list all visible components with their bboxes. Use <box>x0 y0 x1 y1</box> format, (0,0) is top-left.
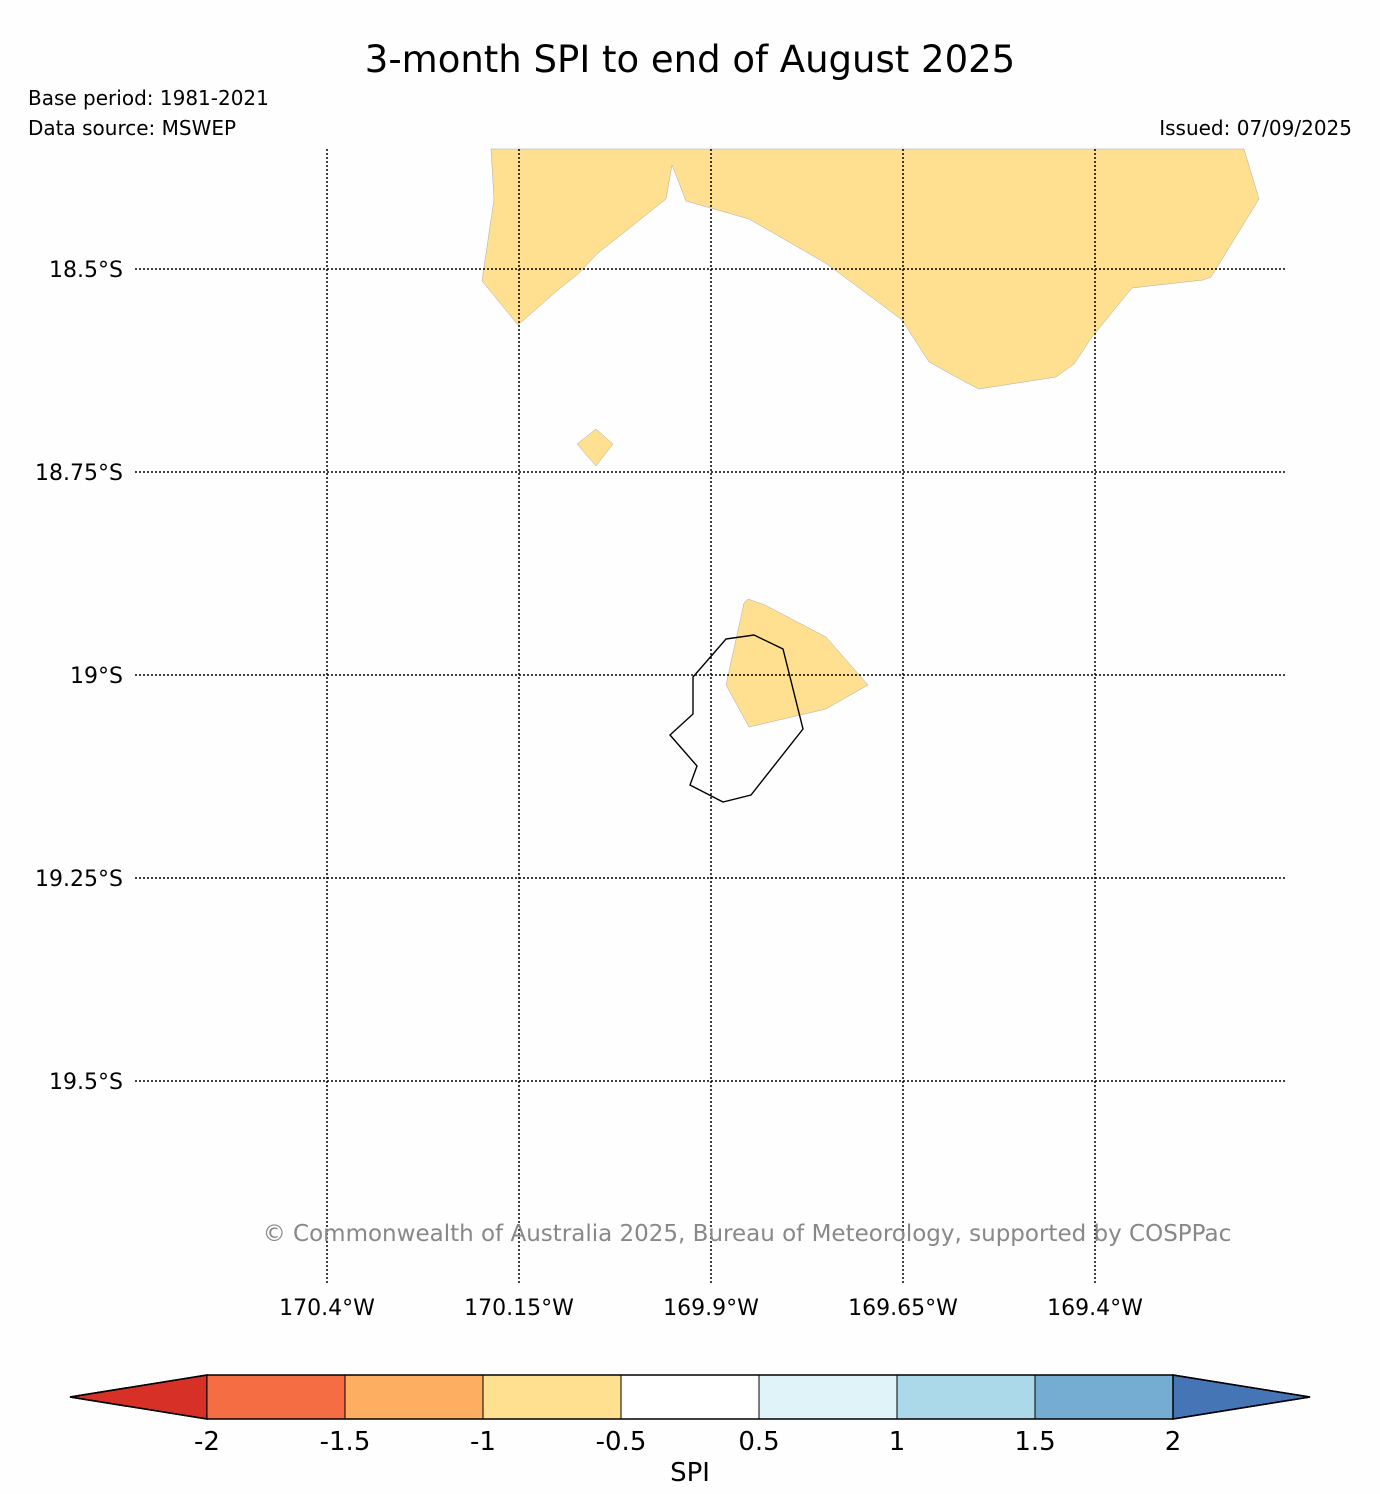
spi-shading-layer <box>481 148 1260 728</box>
colorbar-tick-label: -2 <box>194 1427 220 1457</box>
spi-region-islet <box>576 428 614 467</box>
colorbar-outline <box>69 1374 1311 1420</box>
lon-label: 170.15°W <box>464 1296 574 1321</box>
spi-region-island <box>725 598 869 728</box>
colorbar-tick-label: 1 <box>889 1427 906 1457</box>
colorbar-segment <box>482 1374 622 1420</box>
lon-label: 169.9°W <box>663 1296 759 1321</box>
lat-label: 19.5°S <box>49 1070 123 1095</box>
colorbar <box>69 1374 1311 1420</box>
lat-label: 19.25°S <box>35 867 123 892</box>
base-period: Base period: 1981-2021 <box>28 86 269 110</box>
data-source: Data source: MSWEP <box>28 116 237 140</box>
colorbar-title: SPI <box>670 1458 710 1488</box>
copyright-notice: © Commonwealth of Australia 2025, Bureau… <box>263 1221 1232 1247</box>
colorbar-tick-label: 2 <box>1165 1427 1182 1457</box>
colorbar-segment <box>1034 1374 1174 1420</box>
colorbar-segment <box>758 1374 898 1420</box>
colorbar-tick-label: 1.5 <box>1014 1427 1055 1457</box>
colorbar-tick-label: -1.5 <box>320 1427 371 1457</box>
niue-coastline <box>669 634 804 803</box>
issued-date: Issued: 07/09/2025 <box>1159 116 1352 140</box>
colorbar-extend-high <box>1172 1374 1311 1420</box>
lon-label: 170.4°W <box>279 1296 375 1321</box>
colorbar-tick-label: -1 <box>470 1427 496 1457</box>
lon-label: 169.65°W <box>848 1296 958 1321</box>
colorbar-segment <box>896 1374 1036 1420</box>
colorbar-segment <box>206 1374 346 1420</box>
spi-region-north <box>481 148 1260 390</box>
lat-label: 18.75°S <box>35 461 123 486</box>
lat-label: 19°S <box>70 664 123 689</box>
lon-label: 169.4°W <box>1047 1296 1143 1321</box>
colorbar-segment <box>620 1374 760 1420</box>
colorbar-tick-label: 0.5 <box>738 1427 779 1457</box>
colorbar-ticks: -2 -1.5 -1 -0.5 0.5 1 1.5 2 <box>194 1427 1181 1457</box>
colorbar-segment <box>344 1374 484 1420</box>
lat-label: 18.5°S <box>49 258 123 283</box>
map-title: 3-month SPI to end of August 2025 <box>364 38 1016 81</box>
latitude-labels: 18.5°S 18.75°S 19°S 19.25°S 19.5°S <box>35 258 123 1095</box>
colorbar-extend-low <box>69 1374 208 1420</box>
longitude-labels: 170.4°W 170.15°W 169.9°W 169.65°W 169.4°… <box>279 1296 1143 1321</box>
colorbar-tick-label: -0.5 <box>596 1427 647 1457</box>
graticule <box>135 149 1285 1285</box>
